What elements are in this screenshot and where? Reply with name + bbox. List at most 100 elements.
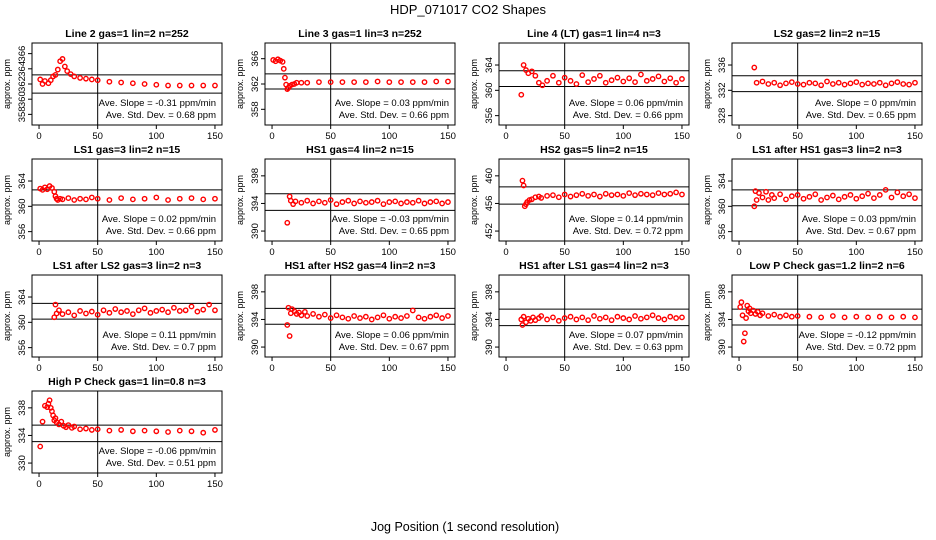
data-point — [165, 197, 171, 203]
data-point — [620, 315, 627, 321]
slope-annotation: Ave. Slope = -0.31 ppm/min — [99, 98, 216, 109]
data-point — [374, 197, 381, 204]
data-point — [439, 200, 445, 207]
data-point — [286, 333, 293, 339]
data-point — [912, 195, 918, 202]
y-tick-label: 360 — [717, 198, 728, 214]
data-point — [135, 307, 142, 314]
data-point — [118, 79, 125, 86]
data-point — [661, 78, 668, 85]
data-point — [818, 82, 825, 89]
plot-frame — [264, 274, 456, 358]
data-point — [380, 312, 387, 319]
x-tick-label: 50 — [559, 131, 570, 142]
data-point — [118, 309, 125, 316]
x-tick-label: 100 — [148, 131, 164, 142]
data-point — [620, 78, 627, 85]
data-point — [206, 301, 212, 308]
data-point — [626, 316, 633, 323]
data-point — [129, 428, 136, 435]
data-point — [94, 426, 101, 433]
x-tick-label: 0 — [503, 363, 508, 374]
panel-title: HS2 gas=5 lin=2 n=15 — [540, 144, 648, 156]
data-point — [649, 192, 656, 199]
data-point — [737, 304, 744, 310]
data-point — [321, 311, 328, 318]
data-point — [88, 427, 95, 433]
y-tick-label: 364 — [17, 61, 28, 77]
stddev-annotation: Ave. Std. Dev. = 0.66 ppm — [106, 226, 216, 237]
slope-annotation: Ave. Slope = 0.11 ppm/min — [103, 330, 216, 341]
data-point — [602, 190, 609, 197]
plot-frame — [31, 274, 223, 358]
data-point — [835, 79, 842, 86]
data-point — [753, 79, 760, 86]
data-point — [200, 82, 207, 89]
data-point — [415, 314, 422, 321]
data-point — [165, 82, 171, 89]
data-point — [386, 199, 393, 205]
data-point — [427, 313, 434, 320]
data-point — [679, 314, 685, 321]
data-point — [738, 299, 745, 306]
data-point — [141, 427, 148, 434]
data-point — [567, 193, 574, 200]
data-point — [888, 194, 895, 201]
data-point — [661, 191, 668, 198]
data-point — [153, 308, 160, 314]
x-tick-label: 100 — [848, 363, 864, 374]
y-tick-label: 358 — [250, 101, 261, 117]
chart-panel: High P Check gas=1 lin=0.8 n=3 0 50 100 150 3… — [2, 376, 223, 490]
data-point — [818, 314, 825, 321]
data-point — [112, 306, 119, 312]
x-tick-label: 50 — [325, 363, 336, 374]
data-point — [518, 91, 525, 98]
chart-panel: LS2 gas=2 lin=2 n=15 0 50 100 150 328 332 336 ap… — [702, 28, 923, 142]
y-tick-label: 334 — [17, 428, 28, 444]
stddev-annotation: Ave. Std. Dev. = 0.65 ppm — [806, 110, 916, 121]
data-point — [532, 72, 539, 79]
data-point — [550, 314, 556, 321]
data-point — [751, 64, 758, 71]
data-point — [200, 196, 207, 203]
data-point — [141, 195, 148, 202]
data-point — [129, 80, 136, 87]
data-point — [812, 80, 819, 87]
data-point — [118, 427, 125, 433]
data-point — [765, 313, 772, 319]
data-point — [632, 192, 638, 199]
panel-title: Line 2 gas=1 lin=2 n=252 — [65, 28, 189, 40]
y-tick-label: 394 — [250, 312, 261, 328]
data-point — [876, 79, 883, 86]
data-point — [445, 78, 451, 85]
y-tick-label: 362 — [250, 76, 261, 92]
data-point — [643, 314, 650, 321]
data-point — [51, 188, 58, 195]
x-tick-label: 100 — [381, 247, 397, 258]
plot-frame — [498, 274, 690, 358]
data-point — [182, 307, 189, 314]
x-tick-label: 0 — [269, 247, 274, 258]
y-tick-label: 398 — [717, 284, 728, 300]
data-point — [740, 338, 747, 345]
data-point — [573, 316, 580, 323]
data-point — [212, 82, 218, 89]
y-axis-label: approx. ppm — [2, 59, 12, 109]
y-tick-label: 452 — [484, 223, 495, 239]
panel-title: HS1 gas=4 lin=2 n=15 — [306, 144, 414, 156]
data-point — [301, 308, 308, 315]
data-point — [567, 313, 574, 320]
data-point — [871, 195, 877, 202]
plot-frame — [731, 42, 923, 126]
panel-title: LS1 gas=3 lin=2 n=15 — [74, 144, 181, 156]
data-point — [404, 199, 410, 205]
data-point — [282, 74, 288, 81]
data-point — [316, 79, 322, 86]
data-point — [751, 203, 758, 210]
data-point — [643, 191, 650, 198]
data-point — [626, 190, 633, 196]
data-point — [794, 313, 801, 319]
data-point — [188, 82, 195, 89]
data-point — [374, 314, 381, 321]
